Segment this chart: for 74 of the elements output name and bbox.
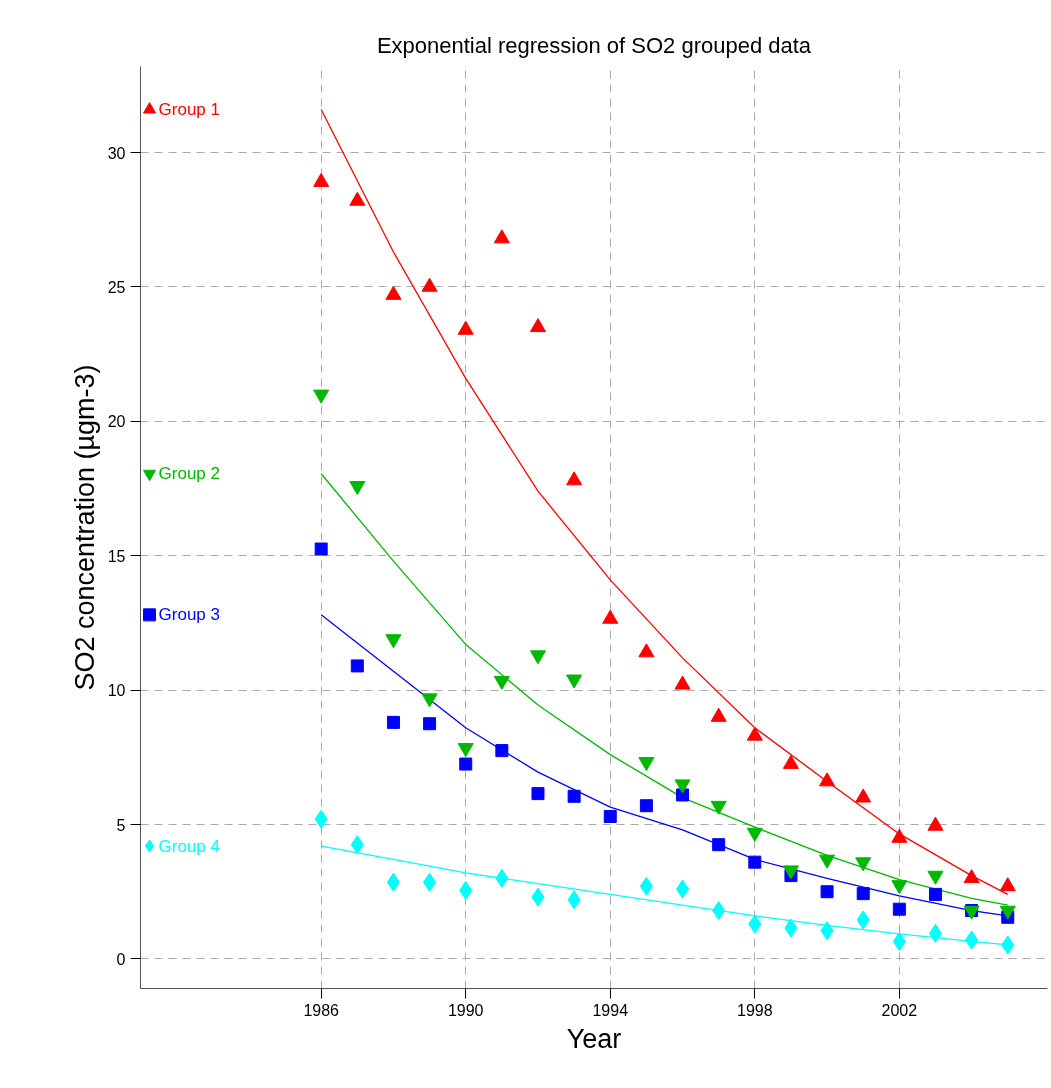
point — [603, 809, 617, 823]
point — [820, 885, 834, 899]
y-tick-label: 0 — [116, 950, 126, 968]
legend-label: Group 1 — [158, 100, 221, 120]
point — [928, 923, 942, 943]
x-tick-label: 1986 — [303, 1001, 340, 1019]
point — [927, 816, 944, 831]
point — [963, 869, 980, 884]
point — [531, 887, 545, 907]
point — [386, 872, 400, 892]
y-tick-label: 20 — [107, 413, 126, 431]
point — [819, 772, 836, 787]
point — [495, 744, 509, 758]
point — [531, 787, 545, 801]
point — [748, 914, 762, 934]
point — [639, 799, 653, 813]
point — [674, 675, 691, 690]
point — [820, 921, 834, 941]
point — [423, 872, 437, 892]
point — [638, 643, 655, 658]
point — [676, 788, 690, 802]
point — [386, 715, 400, 729]
point — [856, 887, 870, 901]
point — [602, 609, 619, 624]
point — [892, 902, 906, 916]
legend-label: Group 4 — [158, 836, 221, 856]
point — [928, 887, 942, 901]
point — [313, 172, 330, 187]
point — [350, 659, 364, 673]
y-axis-title: SO2 concentration (µgm-3) — [69, 364, 100, 691]
y-tick-label: 25 — [107, 278, 126, 296]
x-tick-label: 1994 — [592, 1001, 629, 1019]
point — [567, 789, 581, 803]
chart-title: Exponential regression of SO2 grouped data — [376, 32, 812, 58]
point — [314, 809, 328, 829]
point — [423, 717, 437, 731]
point — [529, 318, 546, 333]
x-tick-label: 1998 — [737, 1001, 773, 1019]
point — [457, 320, 474, 335]
point — [1001, 935, 1015, 955]
y-tick-label: 15 — [107, 547, 126, 565]
y-tick-label: 30 — [107, 144, 126, 162]
point — [639, 876, 653, 896]
x-axis-title: Year — [566, 1023, 622, 1054]
point — [784, 918, 798, 938]
x-tick-label: 1990 — [447, 1001, 484, 1019]
point — [676, 879, 690, 899]
point — [459, 757, 473, 771]
legend-label: Group 3 — [158, 605, 221, 625]
legend-label: Group 2 — [158, 464, 221, 484]
point — [712, 838, 726, 852]
point — [495, 868, 509, 888]
point — [459, 880, 473, 900]
point — [421, 277, 438, 292]
point — [349, 191, 366, 206]
point — [314, 542, 328, 556]
point — [892, 931, 906, 951]
point — [566, 471, 583, 486]
point — [746, 726, 763, 741]
point — [999, 877, 1016, 892]
point — [710, 707, 727, 722]
point — [385, 285, 402, 300]
point — [782, 754, 799, 769]
point — [965, 930, 979, 950]
x-tick-label: 2002 — [881, 1001, 918, 1019]
point — [350, 835, 364, 855]
y-tick-label: 5 — [116, 816, 126, 834]
point — [712, 901, 726, 921]
point — [493, 229, 510, 244]
point — [855, 788, 872, 803]
point — [748, 855, 762, 869]
point — [856, 910, 870, 930]
y-tick-label: 10 — [107, 682, 126, 700]
point — [567, 890, 581, 910]
